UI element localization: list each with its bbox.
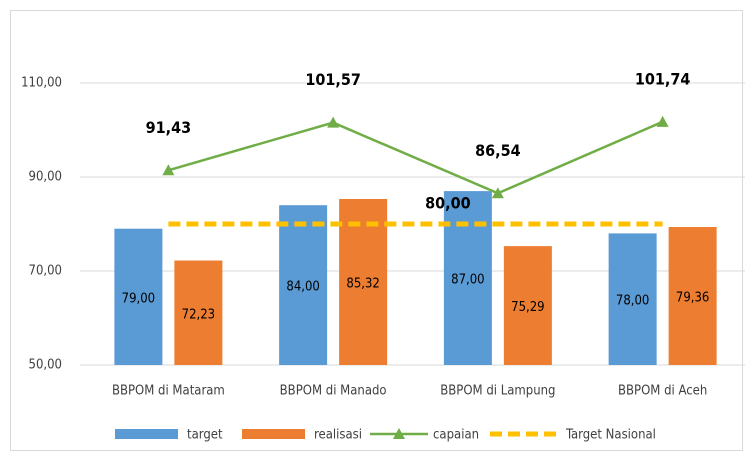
- line-marker: [491, 187, 504, 199]
- legend-label: Target Nasional: [565, 428, 656, 443]
- legend-marker: [393, 428, 405, 439]
- y-tick-label: 90,00: [29, 170, 62, 185]
- line-marker: [327, 116, 340, 128]
- bar: [174, 260, 223, 365]
- y-tick-label: 50,00: [29, 358, 62, 373]
- legend-swatch: [115, 429, 178, 439]
- bar-value-label: 72,23: [182, 307, 215, 322]
- y-tick-label: 70,00: [29, 264, 62, 279]
- bar: [279, 205, 328, 365]
- bar: [608, 233, 657, 365]
- y-tick-label: 110,00: [21, 76, 62, 91]
- line-marker: [162, 164, 175, 176]
- bar-value-label: 87,00: [451, 273, 484, 288]
- bar-value-label: 75,29: [511, 300, 544, 315]
- legend-label: capaian: [433, 428, 479, 443]
- bar: [114, 228, 163, 365]
- line-marker: [656, 115, 669, 127]
- line: [168, 120, 664, 195]
- bar: [443, 191, 492, 365]
- bar-value-label: 79,36: [676, 291, 709, 306]
- target-label: 80,00: [425, 194, 471, 213]
- bar-value-label: 78,00: [616, 294, 649, 309]
- bar: [339, 198, 388, 365]
- line-value-label: 86,54: [475, 141, 521, 160]
- bar: [668, 227, 717, 365]
- bar-value-label: 85,32: [346, 276, 379, 291]
- x-tick-label: BBPOM di Lampung: [440, 384, 555, 399]
- bar: [503, 246, 552, 365]
- legend-label: target: [187, 428, 223, 443]
- legend-swatch: [242, 429, 305, 439]
- line-value-label: 101,57: [305, 70, 361, 89]
- line-value-label: 91,43: [146, 118, 192, 137]
- bar-value-label: 79,00: [122, 291, 155, 306]
- bar-value-label: 84,00: [286, 280, 319, 295]
- x-tick-label: BBPOM di Manado: [280, 384, 387, 399]
- x-tick-label: BBPOM di Aceh: [618, 384, 707, 399]
- x-tick-label: BBPOM di Mataram: [112, 384, 225, 399]
- line-value-label: 101,74: [635, 69, 691, 88]
- legend-label: realisasi: [314, 428, 362, 443]
